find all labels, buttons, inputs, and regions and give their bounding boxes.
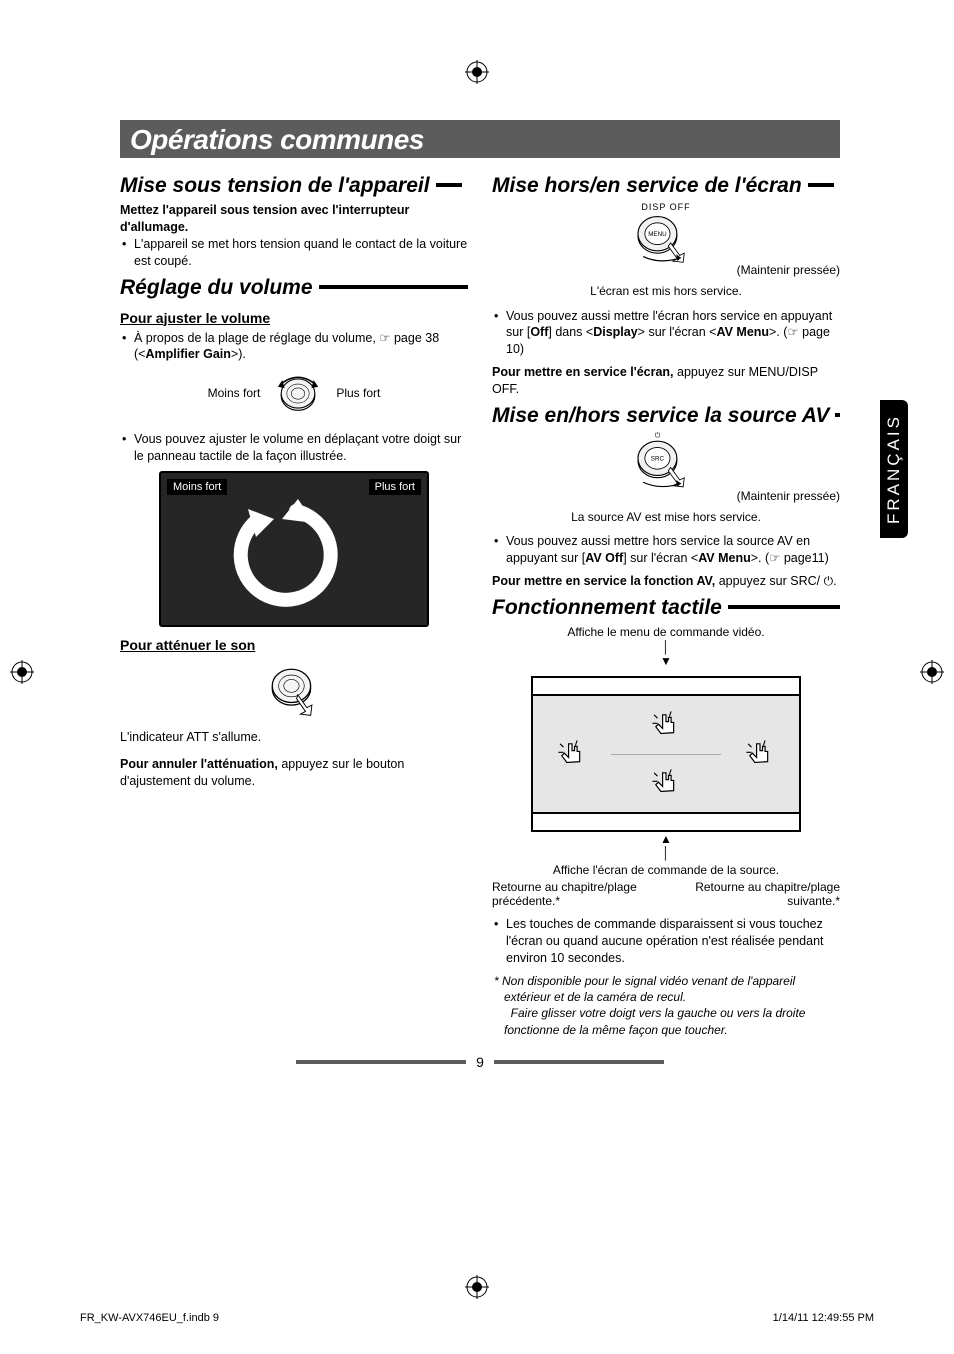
menu-button-icon: MENU bbox=[626, 212, 706, 263]
menu-label: MENU bbox=[648, 231, 667, 238]
av-on-text: Pour mettre en service la fonction AV, a… bbox=[492, 573, 840, 590]
volume-touch-note: Vous pouvez ajuster le volume en déplaça… bbox=[134, 431, 468, 465]
tap-hand-icon bbox=[555, 737, 589, 771]
page-content: Opérations communes Mise sous tension de… bbox=[120, 120, 840, 1070]
volume-range-note: À propos de la plage de réglage du volum… bbox=[134, 330, 468, 364]
heading-rule bbox=[808, 183, 834, 187]
label-volume-less: Moins fort bbox=[208, 386, 261, 400]
registration-mark-icon bbox=[920, 660, 944, 684]
page-number-area: 9 bbox=[120, 1054, 840, 1070]
touch-panel-figure bbox=[531, 676, 801, 832]
tap-hand-icon bbox=[649, 766, 683, 800]
src-button-figure: ⏻ SRC (Maintenir pressée) La source AV e… bbox=[492, 432, 840, 525]
knob-rotate-icon bbox=[270, 365, 326, 421]
touch-volume-figure: Moins fort Plus fort bbox=[120, 471, 468, 627]
page-number: 9 bbox=[476, 1054, 484, 1070]
touch-footnote: * Non disponible pour le signal vidéo ve… bbox=[492, 973, 840, 1038]
heading-av-onoff: Mise en/hors service la source AV bbox=[492, 404, 840, 428]
heading-rule bbox=[728, 605, 840, 609]
attenuate-knob-figure bbox=[120, 659, 468, 723]
heading-text: Mise en/hors service la source AV bbox=[492, 404, 829, 428]
touch-left-caption: Retourne au chapitre/plage précédente.* bbox=[492, 880, 649, 908]
power-note: L'appareil se met hors tension quand le … bbox=[134, 236, 468, 270]
tap-hand-icon bbox=[649, 708, 683, 742]
touch-bottom-caption: Affiche l'écran de commande de la source… bbox=[492, 862, 840, 878]
subheading-adjust-volume: Pour ajuster le volume bbox=[120, 310, 468, 326]
heading-rule bbox=[319, 285, 468, 289]
touch-top-caption: Affiche le menu de commande vidéo. bbox=[492, 624, 840, 640]
volume-knob-figure: Moins fort Plus fort bbox=[120, 365, 468, 421]
display-on-text: Pour mettre en service l'écran, appuyez … bbox=[492, 364, 840, 398]
heading-rule bbox=[436, 183, 462, 187]
hold-label: (Maintenir pressée) bbox=[737, 489, 840, 503]
att-cancel-text: Pour annuler l'atténuation, appuyez sur … bbox=[120, 756, 468, 790]
left-column: Mise sous tension de l'appareil Mettez l… bbox=[120, 168, 468, 1038]
registration-mark-icon bbox=[465, 1275, 489, 1299]
print-footer: FR_KW-AVX746EU_f.indb 9 1/14/11 12:49:55… bbox=[80, 1312, 874, 1324]
arrow-up-icon: ▲│ bbox=[660, 832, 672, 860]
src-button-icon: ⏻ SRC bbox=[626, 432, 706, 489]
display-off-text: L'écran est mis hors service. bbox=[492, 283, 840, 299]
power-icon: ⏻ bbox=[655, 432, 661, 440]
heading-rule bbox=[835, 413, 840, 417]
heading-text: Fonctionnement tactile bbox=[492, 596, 722, 620]
heading-text: Réglage du volume bbox=[120, 276, 313, 300]
registration-mark-icon bbox=[10, 660, 34, 684]
power-instruction: Mettez l'appareil sous tension avec l'in… bbox=[120, 202, 468, 236]
circular-swipe-icon bbox=[196, 491, 396, 611]
arrow-down-icon: │▼ bbox=[660, 640, 672, 668]
disp-off-label: DISP OFF bbox=[492, 202, 840, 212]
language-tab: FRANÇAIS bbox=[880, 400, 908, 538]
touch-right-caption: Retourne au chapitre/plage suivante.* bbox=[683, 880, 840, 908]
footer-timestamp: 1/14/11 12:49:55 PM bbox=[773, 1312, 874, 1324]
footer-filename: FR_KW-AVX746EU_f.indb 9 bbox=[80, 1312, 219, 1324]
right-column: Mise hors/en service de l'écran DISP OFF… bbox=[492, 168, 840, 1038]
heading-display-onoff: Mise hors/en service de l'écran bbox=[492, 174, 840, 198]
page-banner: Opérations communes bbox=[120, 120, 840, 158]
heading-volume: Réglage du volume bbox=[120, 276, 468, 300]
registration-mark-icon bbox=[465, 60, 489, 84]
tap-hand-icon bbox=[743, 737, 777, 771]
att-indicator-text: L'indicateur ATT s'allume. bbox=[120, 729, 468, 746]
av-off-text: La source AV est mise hors service. bbox=[492, 509, 840, 525]
page-title: Opérations communes bbox=[130, 124, 830, 156]
menu-button-figure: DISP OFF MENU (Maintenir pressée) L'écra… bbox=[492, 202, 840, 300]
av-off-menu-note: Vous pouvez aussi mettre hors service la… bbox=[506, 533, 840, 567]
heading-text: Mise sous tension de l'appareil bbox=[120, 174, 430, 198]
heading-text: Mise hors/en service de l'écran bbox=[492, 174, 802, 198]
label-volume-more: Plus fort bbox=[336, 386, 380, 400]
power-icon: ⏻ bbox=[824, 574, 834, 588]
subheading-attenuate: Pour atténuer le son bbox=[120, 637, 468, 653]
src-label: SRC bbox=[651, 456, 665, 463]
display-off-menu-note: Vous pouvez aussi mettre l'écran hors se… bbox=[506, 308, 840, 359]
touch-timeout-note: Les touches de commande disparaissent si… bbox=[506, 916, 840, 967]
heading-touch: Fonctionnement tactile bbox=[492, 596, 840, 620]
hold-label: (Maintenir pressée) bbox=[737, 263, 840, 277]
heading-power-on: Mise sous tension de l'appareil bbox=[120, 174, 468, 198]
